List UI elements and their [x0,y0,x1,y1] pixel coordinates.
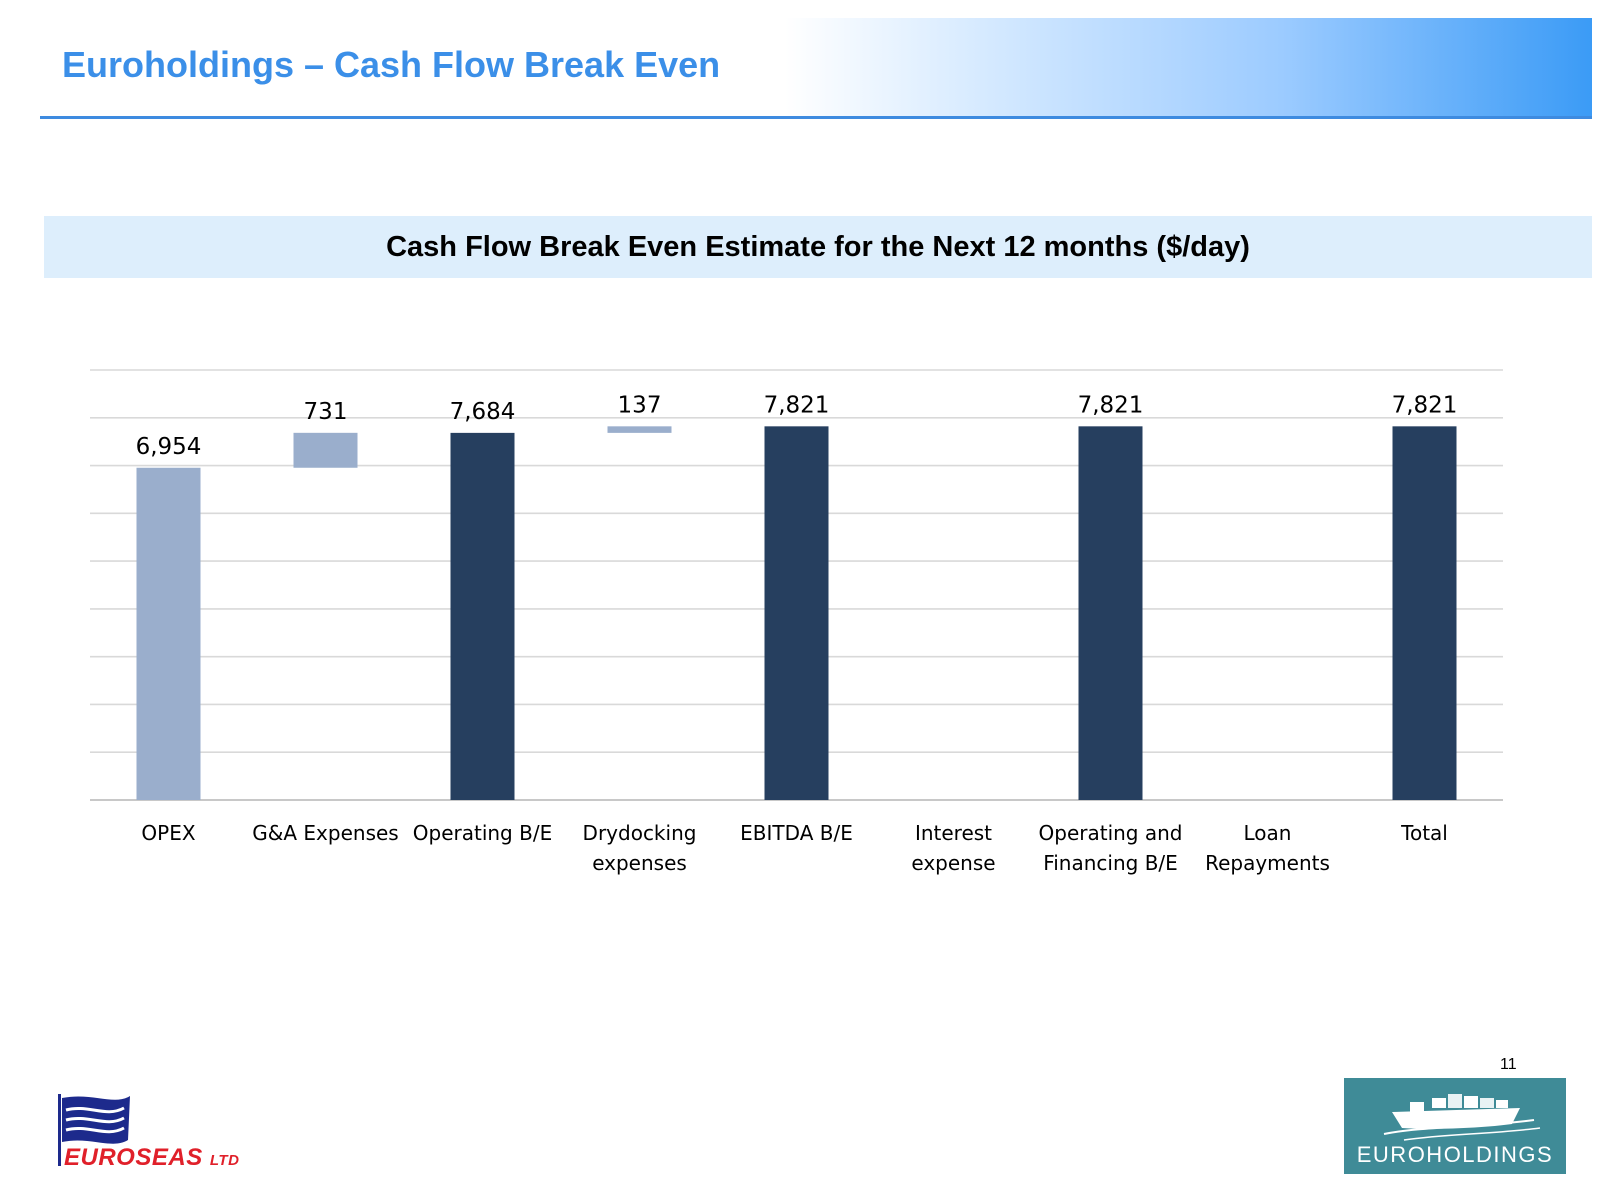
bar [607,426,672,433]
data-label: 731 [304,399,348,425]
bar [450,432,515,800]
euroseas-ltd: LTD [209,1152,240,1169]
x-tick-label: EBITDA B/E [740,821,853,845]
x-tick-label: OPEX [141,821,195,845]
x-tick-label: expense [911,851,995,875]
page-title: Euroholdings – Cash Flow Break Even [62,44,721,85]
data-label: 7,684 [450,399,516,425]
data-label: 7,821 [1078,392,1144,418]
bar [1392,426,1457,800]
bar [293,432,358,468]
data-label: 137 [618,392,662,418]
data-label: 7,821 [1392,392,1458,418]
bar [1078,426,1143,800]
chart-title: Cash Flow Break Even Estimate for the Ne… [386,230,1250,263]
data-label: 7,821 [764,392,830,418]
x-tick-label: expenses [592,851,687,875]
bar [764,426,829,800]
euroholdings-wordmark: EUROHOLDINGS [1356,1142,1554,1167]
x-tick-label: Operating B/E [413,821,552,845]
x-tick-label: Interest [915,821,992,845]
euroseas-flag-logo [58,1094,130,1166]
header-rule [40,116,1592,119]
euroseas-wordmark: EUROSEAS LTD [64,1144,239,1172]
data-label: 6,954 [136,434,202,460]
euroholdings-logo: EUROHOLDINGS [1344,1078,1566,1174]
x-tick-label: Operating and [1039,821,1183,845]
euroseas-name: EUROSEAS [64,1144,203,1171]
x-tick-label: Drydocking [583,821,697,845]
header-band [40,18,1592,116]
page-number: 11 [1500,1056,1517,1073]
x-tick-label: Repayments [1205,851,1330,875]
x-tick-label: Loan [1244,821,1292,845]
chart-title-bar: Cash Flow Break Even Estimate for the Ne… [44,216,1592,278]
ship-icon [1383,1094,1541,1141]
x-tick-label: Financing B/E [1043,851,1178,875]
bar [136,467,201,800]
x-tick-label: Total [1400,821,1448,845]
x-tick-label: G&A Expenses [252,821,398,845]
